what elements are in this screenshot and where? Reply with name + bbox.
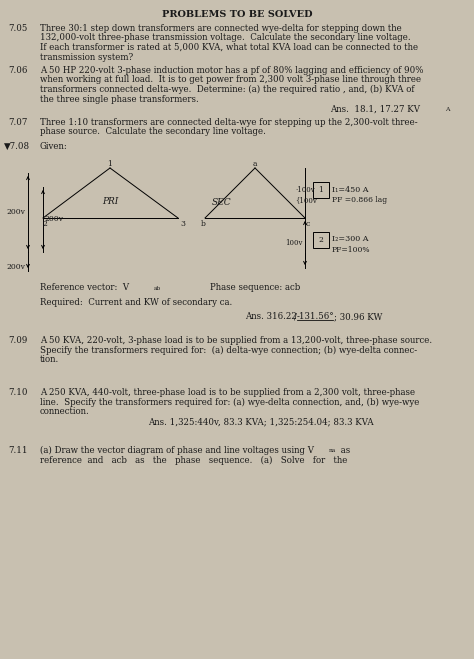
Text: 200v: 200v — [6, 208, 25, 216]
Text: Given:: Given: — [40, 142, 68, 151]
Text: I₁=450 A: I₁=450 A — [332, 186, 368, 194]
Text: 2: 2 — [319, 236, 323, 244]
Text: Reference vector:  V: Reference vector: V — [40, 283, 129, 292]
Text: ab: ab — [154, 285, 161, 291]
Text: A 50 HP 220-volt 3-phase induction motor has a pf of 80% lagging and efficiency : A 50 HP 220-volt 3-phase induction motor… — [40, 66, 423, 75]
Text: Phase sequence: acb: Phase sequence: acb — [210, 283, 300, 292]
Text: ; 30.96 KW: ; 30.96 KW — [334, 312, 383, 321]
Text: line.  Specify the transformers required for: (a) wye-delta connection, and, (b): line. Specify the transformers required … — [40, 397, 419, 407]
Text: b: b — [201, 220, 206, 228]
Text: /: / — [294, 312, 297, 321]
Text: 200v: 200v — [6, 263, 25, 271]
Text: transmission system?: transmission system? — [40, 53, 133, 61]
Text: tion.: tion. — [40, 355, 59, 364]
Text: 1: 1 — [319, 186, 323, 194]
Text: 2: 2 — [42, 220, 47, 228]
Text: PF =0.866 lag: PF =0.866 lag — [332, 196, 387, 204]
Text: connection.: connection. — [40, 407, 90, 416]
Text: the three single phase transformers.: the three single phase transformers. — [40, 94, 199, 103]
Text: (a) Draw the vector diagram of phase and line voltages using V: (a) Draw the vector diagram of phase and… — [40, 446, 314, 455]
Text: Ans.  18.1, 17.27 KV: Ans. 18.1, 17.27 KV — [330, 105, 420, 114]
Text: 7.05: 7.05 — [8, 24, 27, 33]
Text: SEC: SEC — [212, 198, 232, 207]
Text: A: A — [445, 107, 449, 112]
Text: reference  and   acb   as   the   phase   sequence.   (a)   Solve   for   the: reference and acb as the phase sequence.… — [40, 455, 347, 465]
Text: Specify the transformers required for:  (a) delta-wye connection; (b) wye-delta : Specify the transformers required for: (… — [40, 345, 417, 355]
Text: 3: 3 — [180, 220, 185, 228]
Text: 100v: 100v — [285, 239, 302, 247]
Text: Ans. 1,325:440v, 83.3 KVA; 1,325:254.04; 83.3 KVA: Ans. 1,325:440v, 83.3 KVA; 1,325:254.04;… — [148, 418, 374, 426]
Text: Three 30:1 step down transformers are connected wye-delta for stepping down the: Three 30:1 step down transformers are co… — [40, 24, 402, 33]
Text: ·100v: ·100v — [295, 186, 315, 194]
Text: phase source.  Calculate the secondary line voltage.: phase source. Calculate the secondary li… — [40, 127, 266, 136]
Text: 7.11: 7.11 — [8, 446, 27, 455]
Text: -131.56°: -131.56° — [297, 312, 335, 321]
Text: PRI: PRI — [102, 197, 118, 206]
Text: c: c — [306, 220, 310, 228]
Bar — [313, 232, 329, 248]
Bar — [313, 182, 329, 198]
Text: PROBLEMS TO BE SOLVED: PROBLEMS TO BE SOLVED — [162, 10, 312, 19]
Text: I₂=300 A: I₂=300 A — [332, 235, 368, 243]
Text: PF=100%: PF=100% — [332, 246, 371, 254]
Text: A 50 KVA, 220-volt, 3-phase load is to be supplied from a 13,200-volt, three-pha: A 50 KVA, 220-volt, 3-phase load is to b… — [40, 336, 432, 345]
Text: na: na — [329, 448, 336, 453]
Text: a: a — [253, 160, 257, 168]
Text: Required:  Current and KW of secondary ca.: Required: Current and KW of secondary ca… — [40, 298, 232, 307]
Text: 7.09: 7.09 — [8, 336, 27, 345]
Text: Three 1:10 transformers are connected delta-wye for stepping up the 2,300-volt t: Three 1:10 transformers are connected de… — [40, 118, 418, 127]
Text: 132,000-volt three-phase transmission voltage.  Calculate the secondary line vol: 132,000-volt three-phase transmission vo… — [40, 34, 410, 42]
Text: 7.10: 7.10 — [8, 388, 27, 397]
Text: A 250 KVA, 440-volt, three-phase load is to be supplied from a 2,300 volt, three: A 250 KVA, 440-volt, three-phase load is… — [40, 388, 415, 397]
Text: If each transformer is rated at 5,000 KVA, what total KVA load can be connected : If each transformer is rated at 5,000 KV… — [40, 43, 418, 52]
Text: as: as — [338, 446, 350, 455]
Text: 7.07: 7.07 — [8, 118, 27, 127]
Text: transformers connected delta-wye.  Determine: (a) the required ratio , and, (b) : transformers connected delta-wye. Determ… — [40, 85, 414, 94]
Text: {100v: {100v — [295, 196, 317, 204]
Text: 7.06: 7.06 — [8, 66, 27, 75]
Text: Ans. 316.22: Ans. 316.22 — [245, 312, 297, 321]
Text: when working at full load.  It is to get power from 2,300 volt 3-phase line thro: when working at full load. It is to get … — [40, 76, 421, 84]
Text: 1: 1 — [108, 160, 112, 168]
Text: 200v: 200v — [44, 215, 63, 223]
Text: ▼7.08: ▼7.08 — [4, 142, 30, 151]
